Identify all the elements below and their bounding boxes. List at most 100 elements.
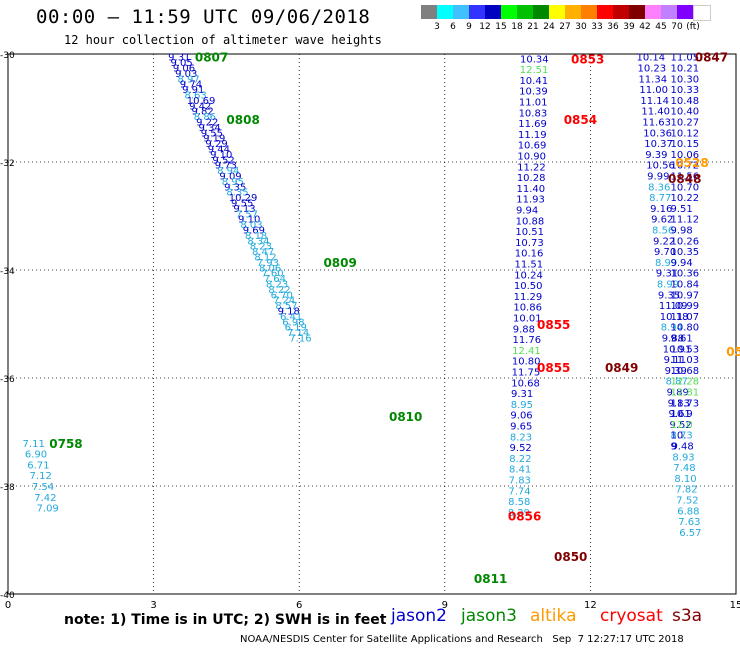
wave-height-label: 11.14 bbox=[640, 96, 669, 107]
scale-swatch bbox=[613, 5, 629, 19]
wave-height-label: 8.10 bbox=[674, 474, 696, 485]
scale-swatch bbox=[421, 5, 437, 19]
note-text: note: 1) Time is in UTC; 2) SWH is in fe… bbox=[64, 612, 387, 628]
pass-time-label: 0856 bbox=[508, 510, 541, 524]
wave-height-label: 9.61 bbox=[670, 334, 692, 345]
wave-height-label: 9.42 bbox=[189, 101, 211, 112]
wave-height-label: 10.99 bbox=[670, 301, 699, 312]
wave-height-label: 11.29 bbox=[514, 292, 543, 303]
chart-title: 00:00 – 11:59 UTC 09/06/2018 bbox=[36, 6, 371, 28]
scale-swatch bbox=[469, 5, 485, 19]
wave-height-label: 9.88 bbox=[513, 324, 535, 335]
wave-height-label: 9.31 bbox=[168, 53, 190, 64]
wave-height-label: 9 bbox=[670, 442, 676, 453]
wave-height-label: 11.12 bbox=[670, 215, 699, 226]
wave-height-label: 10. bbox=[670, 431, 686, 442]
scale-swatch bbox=[645, 5, 661, 19]
wave-height-label: 9.91 bbox=[182, 85, 204, 96]
scale-label: 15 bbox=[495, 22, 507, 32]
wave-height-label: 12.0 bbox=[670, 420, 692, 431]
pass-time-label: 0528 bbox=[675, 156, 708, 170]
wave-height-label: 7.52 bbox=[676, 496, 698, 507]
scale-label: 39 bbox=[623, 22, 635, 32]
wave-height-label: 9.74 bbox=[180, 80, 202, 91]
wave-height-label: 12.81 bbox=[670, 388, 699, 399]
wave-height-label: 10.14 bbox=[637, 53, 666, 64]
wave-height-label: 7.42 bbox=[34, 493, 56, 504]
wave-height-label: 9.22 bbox=[653, 236, 675, 247]
wave-height-label: 6.71 bbox=[27, 460, 49, 471]
x-tick-label: 6 bbox=[296, 600, 302, 611]
wave-height-label: 10.80 bbox=[512, 357, 541, 368]
wave-height-label: 8.99 bbox=[657, 280, 679, 291]
x-tick-label: 12 bbox=[584, 600, 597, 611]
wave-height-label: 9.39 bbox=[665, 366, 687, 377]
wave-height-label: 7.93 bbox=[257, 258, 279, 269]
wave-height-label: 10.48 bbox=[670, 96, 699, 107]
wave-height-label: 9.98 bbox=[670, 226, 692, 237]
wave-height-label: 6.98 bbox=[282, 317, 304, 328]
wave-height-label: 8.86 bbox=[194, 112, 216, 123]
wave-height-label: 8.63 bbox=[184, 91, 206, 102]
wave-height-label: 11.75 bbox=[512, 368, 541, 379]
scale-label: 36 bbox=[607, 22, 619, 32]
wave-height-label: 10.15 bbox=[670, 139, 699, 150]
scale-swatch bbox=[677, 5, 693, 19]
scale-swatch bbox=[517, 5, 533, 19]
wave-height-label: 10.18 bbox=[660, 312, 689, 323]
scale-swatch bbox=[549, 5, 565, 19]
wave-height-label: 7.83 bbox=[509, 476, 531, 487]
wave-height-label: 9.61 bbox=[669, 409, 691, 420]
pass-time-label: 0811 bbox=[474, 572, 507, 586]
wave-height-label: 7.64 bbox=[264, 274, 286, 285]
scale-label: 27 bbox=[559, 22, 571, 32]
scale-swatch bbox=[565, 5, 581, 19]
wave-height-label: 9.18 bbox=[278, 307, 300, 318]
wave-height-label: 9.06 bbox=[173, 64, 195, 75]
wave-height-label: 11.56 bbox=[670, 172, 699, 183]
wave-height-label: 9.16 bbox=[650, 204, 672, 215]
wave-height-label: 10.90 bbox=[517, 152, 546, 163]
wave-height-label: 7.09 bbox=[37, 504, 59, 515]
wave-height-label: 8.57 bbox=[275, 301, 297, 312]
satellite-legend-cryosat: cryosat bbox=[600, 606, 663, 626]
scale-swatch bbox=[453, 5, 469, 19]
wave-height-label: 11.93 bbox=[516, 195, 545, 206]
scale-label: 45 bbox=[655, 22, 667, 32]
wave-height-label: 9.03 bbox=[175, 69, 197, 80]
wave-height-label: 11.40 bbox=[641, 107, 670, 118]
wave-height-label: 10.68 bbox=[670, 366, 699, 377]
footer-credit: NOAA/NESDIS Center for Satellite Applica… bbox=[240, 634, 684, 645]
scale-label: 70 bbox=[671, 22, 683, 32]
wave-height-label: 8.23 bbox=[266, 280, 288, 291]
wave-height-label: 9.55 bbox=[231, 199, 253, 210]
wave-height-label: 8.29 bbox=[508, 508, 530, 519]
wave-height-label: 11.34 bbox=[638, 74, 667, 85]
wave-height-label: 8.87 bbox=[666, 377, 688, 388]
wave-height-label: 9.06 bbox=[510, 411, 532, 422]
scale-swatch bbox=[693, 5, 711, 21]
wave-height-label: 8.77 bbox=[649, 193, 671, 204]
wave-height-label: 6.70 bbox=[271, 290, 293, 301]
x-tick-label: 0 bbox=[5, 600, 11, 611]
wave-height-label: 10.26 bbox=[670, 236, 699, 247]
wave-height-label: 9.94 bbox=[516, 206, 538, 217]
wave-height-label: 9.09 bbox=[219, 172, 241, 183]
wave-height-label: 9.83 bbox=[668, 398, 690, 409]
wave-height-label: 7.24 bbox=[273, 296, 295, 307]
wave-height-label: 12.51 bbox=[520, 65, 549, 76]
wave-height-label: 9.65 bbox=[510, 422, 532, 433]
wave-height-label: 10.29 bbox=[229, 193, 258, 204]
wave-height-label: 8.36 bbox=[648, 182, 670, 193]
wave-height-label: 8.06 bbox=[259, 263, 281, 274]
wave-height-label: 11.00 bbox=[639, 85, 668, 96]
wave-height-label: 9.48 bbox=[671, 442, 693, 453]
scale-swatch bbox=[629, 5, 645, 19]
wave-height-label: 10.33 bbox=[670, 85, 699, 96]
pass-time-label: 0847 bbox=[695, 51, 728, 65]
wave-height-label: 10.88 bbox=[516, 216, 545, 227]
wave-height-label: 11.05 bbox=[670, 53, 699, 64]
wave-height-label: 9.13 bbox=[233, 204, 255, 215]
wave-height-label: 10.41 bbox=[519, 76, 548, 87]
satellite-legend-altika: altika bbox=[530, 606, 577, 626]
